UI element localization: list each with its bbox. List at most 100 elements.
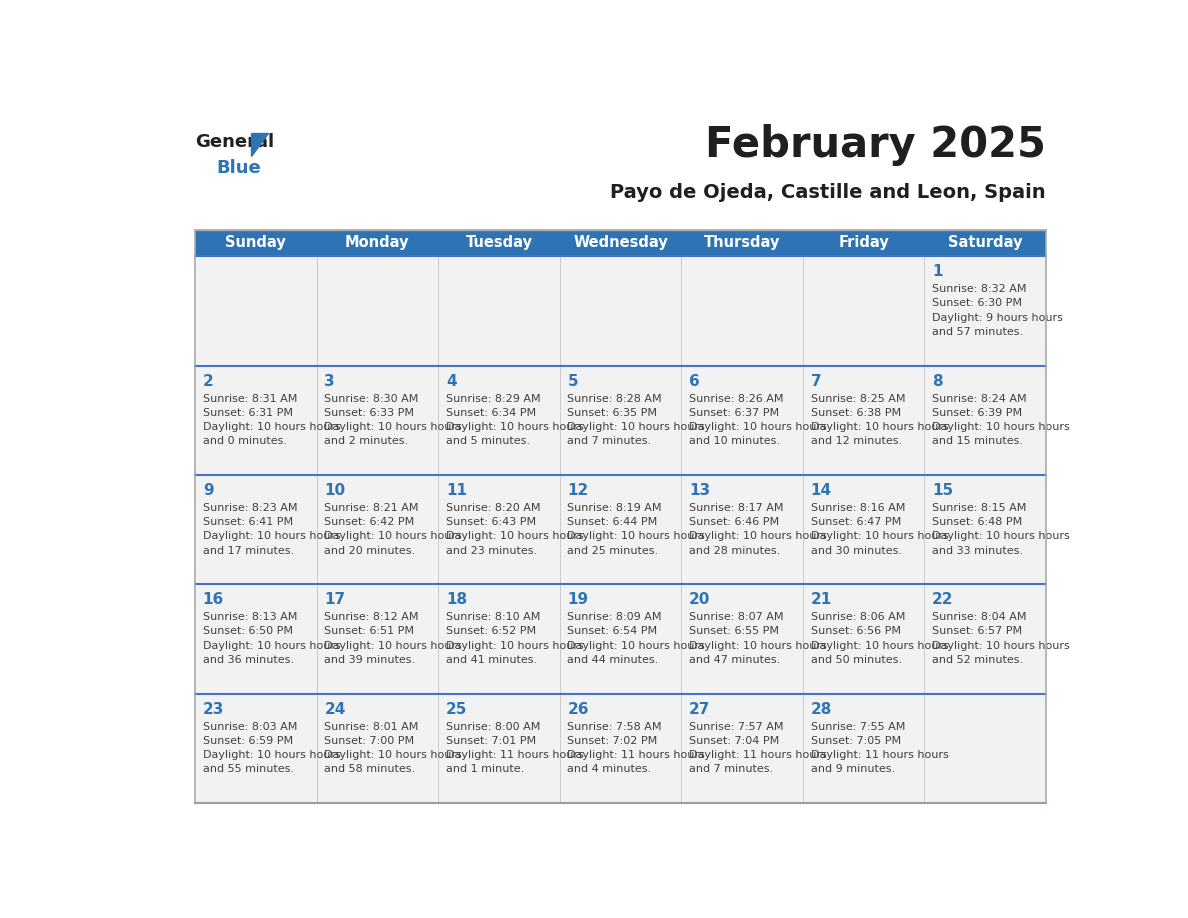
Text: and 58 minutes.: and 58 minutes.: [324, 765, 416, 774]
Text: Sunset: 6:44 PM: Sunset: 6:44 PM: [568, 517, 658, 527]
Text: 26: 26: [568, 701, 589, 717]
Text: and 10 minutes.: and 10 minutes.: [689, 436, 781, 446]
Bar: [803, 585, 924, 694]
Text: Daylight: 10 hours hours: Daylight: 10 hours hours: [810, 532, 948, 542]
Text: Daylight: 10 hours hours: Daylight: 10 hours hours: [446, 641, 583, 651]
Text: Daylight: 10 hours hours: Daylight: 10 hours hours: [203, 422, 341, 432]
Bar: [560, 476, 681, 585]
Bar: [316, 694, 438, 803]
Text: Sunrise: 8:28 AM: Sunrise: 8:28 AM: [568, 394, 662, 404]
Text: and 39 minutes.: and 39 minutes.: [324, 655, 416, 665]
Text: 9: 9: [203, 483, 214, 498]
Text: Daylight: 10 hours hours: Daylight: 10 hours hours: [933, 532, 1070, 542]
Bar: [803, 476, 924, 585]
Text: Sunday: Sunday: [226, 236, 286, 251]
Text: Sunrise: 8:00 AM: Sunrise: 8:00 AM: [446, 722, 541, 732]
Text: Sunrise: 8:03 AM: Sunrise: 8:03 AM: [203, 722, 297, 732]
Bar: [924, 585, 1045, 694]
Text: Sunset: 6:39 PM: Sunset: 6:39 PM: [933, 408, 1022, 418]
Text: 22: 22: [933, 592, 954, 607]
Text: Sunset: 7:04 PM: Sunset: 7:04 PM: [689, 736, 779, 745]
Text: Sunrise: 8:19 AM: Sunrise: 8:19 AM: [568, 503, 662, 513]
Text: Sunrise: 8:21 AM: Sunrise: 8:21 AM: [324, 503, 419, 513]
Text: Sunrise: 8:10 AM: Sunrise: 8:10 AM: [446, 612, 541, 622]
Text: Payo de Ojeda, Castille and Leon, Spain: Payo de Ojeda, Castille and Leon, Spain: [611, 184, 1045, 202]
Bar: [195, 476, 316, 585]
Text: Sunset: 6:59 PM: Sunset: 6:59 PM: [203, 736, 293, 745]
Text: Sunset: 6:51 PM: Sunset: 6:51 PM: [324, 626, 415, 636]
Text: 13: 13: [689, 483, 710, 498]
Bar: [924, 694, 1045, 803]
Text: and 20 minutes.: and 20 minutes.: [324, 545, 416, 555]
Text: Saturday: Saturday: [948, 236, 1023, 251]
Text: Sunset: 6:47 PM: Sunset: 6:47 PM: [810, 517, 901, 527]
Bar: [560, 694, 681, 803]
Text: Friday: Friday: [839, 236, 889, 251]
Text: Sunset: 6:35 PM: Sunset: 6:35 PM: [568, 408, 657, 418]
Text: and 2 minutes.: and 2 minutes.: [324, 436, 409, 446]
Text: 23: 23: [203, 701, 225, 717]
Text: Daylight: 10 hours hours: Daylight: 10 hours hours: [689, 641, 827, 651]
Text: and 4 minutes.: and 4 minutes.: [568, 765, 651, 774]
Text: and 41 minutes.: and 41 minutes.: [446, 655, 537, 665]
Text: 7: 7: [810, 374, 821, 388]
Text: 4: 4: [446, 374, 456, 388]
Text: Sunset: 6:55 PM: Sunset: 6:55 PM: [689, 626, 779, 636]
Text: and 12 minutes.: and 12 minutes.: [810, 436, 902, 446]
Text: 10: 10: [324, 483, 346, 498]
Text: Sunrise: 8:13 AM: Sunrise: 8:13 AM: [203, 612, 297, 622]
Bar: [560, 365, 681, 476]
Bar: [438, 256, 560, 365]
Text: Daylight: 10 hours hours: Daylight: 10 hours hours: [324, 641, 462, 651]
Text: and 36 minutes.: and 36 minutes.: [203, 655, 293, 665]
Text: 12: 12: [568, 483, 589, 498]
Bar: [681, 365, 803, 476]
Text: Sunset: 6:42 PM: Sunset: 6:42 PM: [324, 517, 415, 527]
Text: Daylight: 10 hours hours: Daylight: 10 hours hours: [568, 422, 706, 432]
Text: 19: 19: [568, 592, 588, 607]
Bar: [195, 365, 316, 476]
Text: and 7 minutes.: and 7 minutes.: [568, 436, 651, 446]
Text: and 52 minutes.: and 52 minutes.: [933, 655, 1023, 665]
Text: Sunset: 6:37 PM: Sunset: 6:37 PM: [689, 408, 779, 418]
Text: Daylight: 11 hours hours: Daylight: 11 hours hours: [568, 750, 706, 760]
Text: Blue: Blue: [216, 160, 261, 177]
Text: and 25 minutes.: and 25 minutes.: [568, 545, 658, 555]
Text: 17: 17: [324, 592, 346, 607]
Text: Sunrise: 8:17 AM: Sunrise: 8:17 AM: [689, 503, 784, 513]
Text: Daylight: 10 hours hours: Daylight: 10 hours hours: [810, 641, 948, 651]
Bar: [681, 256, 803, 365]
Text: Sunrise: 8:31 AM: Sunrise: 8:31 AM: [203, 394, 297, 404]
Text: Daylight: 11 hours hours: Daylight: 11 hours hours: [810, 750, 948, 760]
Bar: [681, 694, 803, 803]
Text: Sunrise: 7:58 AM: Sunrise: 7:58 AM: [568, 722, 662, 732]
Bar: [803, 694, 924, 803]
Text: 24: 24: [324, 701, 346, 717]
Bar: [803, 256, 924, 365]
Text: 11: 11: [446, 483, 467, 498]
Text: Daylight: 10 hours hours: Daylight: 10 hours hours: [933, 641, 1070, 651]
Text: Sunrise: 8:04 AM: Sunrise: 8:04 AM: [933, 612, 1026, 622]
Text: and 55 minutes.: and 55 minutes.: [203, 765, 293, 774]
Text: Daylight: 10 hours hours: Daylight: 10 hours hours: [689, 532, 827, 542]
Text: 1: 1: [933, 264, 942, 279]
Text: 18: 18: [446, 592, 467, 607]
Text: Thursday: Thursday: [703, 236, 781, 251]
Text: and 30 minutes.: and 30 minutes.: [810, 545, 902, 555]
Text: and 5 minutes.: and 5 minutes.: [446, 436, 530, 446]
Text: 28: 28: [810, 701, 832, 717]
Bar: [195, 230, 1045, 256]
Text: Sunrise: 8:29 AM: Sunrise: 8:29 AM: [446, 394, 541, 404]
Text: and 9 minutes.: and 9 minutes.: [810, 765, 895, 774]
Text: Daylight: 10 hours hours: Daylight: 10 hours hours: [568, 641, 706, 651]
Text: 25: 25: [446, 701, 467, 717]
Text: Daylight: 10 hours hours: Daylight: 10 hours hours: [446, 532, 583, 542]
Text: Sunrise: 8:30 AM: Sunrise: 8:30 AM: [324, 394, 418, 404]
Text: 8: 8: [933, 374, 943, 388]
Text: Daylight: 10 hours hours: Daylight: 10 hours hours: [324, 422, 462, 432]
Bar: [316, 256, 438, 365]
Text: 14: 14: [810, 483, 832, 498]
Bar: [803, 365, 924, 476]
Text: Tuesday: Tuesday: [466, 236, 532, 251]
Text: Sunrise: 8:09 AM: Sunrise: 8:09 AM: [568, 612, 662, 622]
